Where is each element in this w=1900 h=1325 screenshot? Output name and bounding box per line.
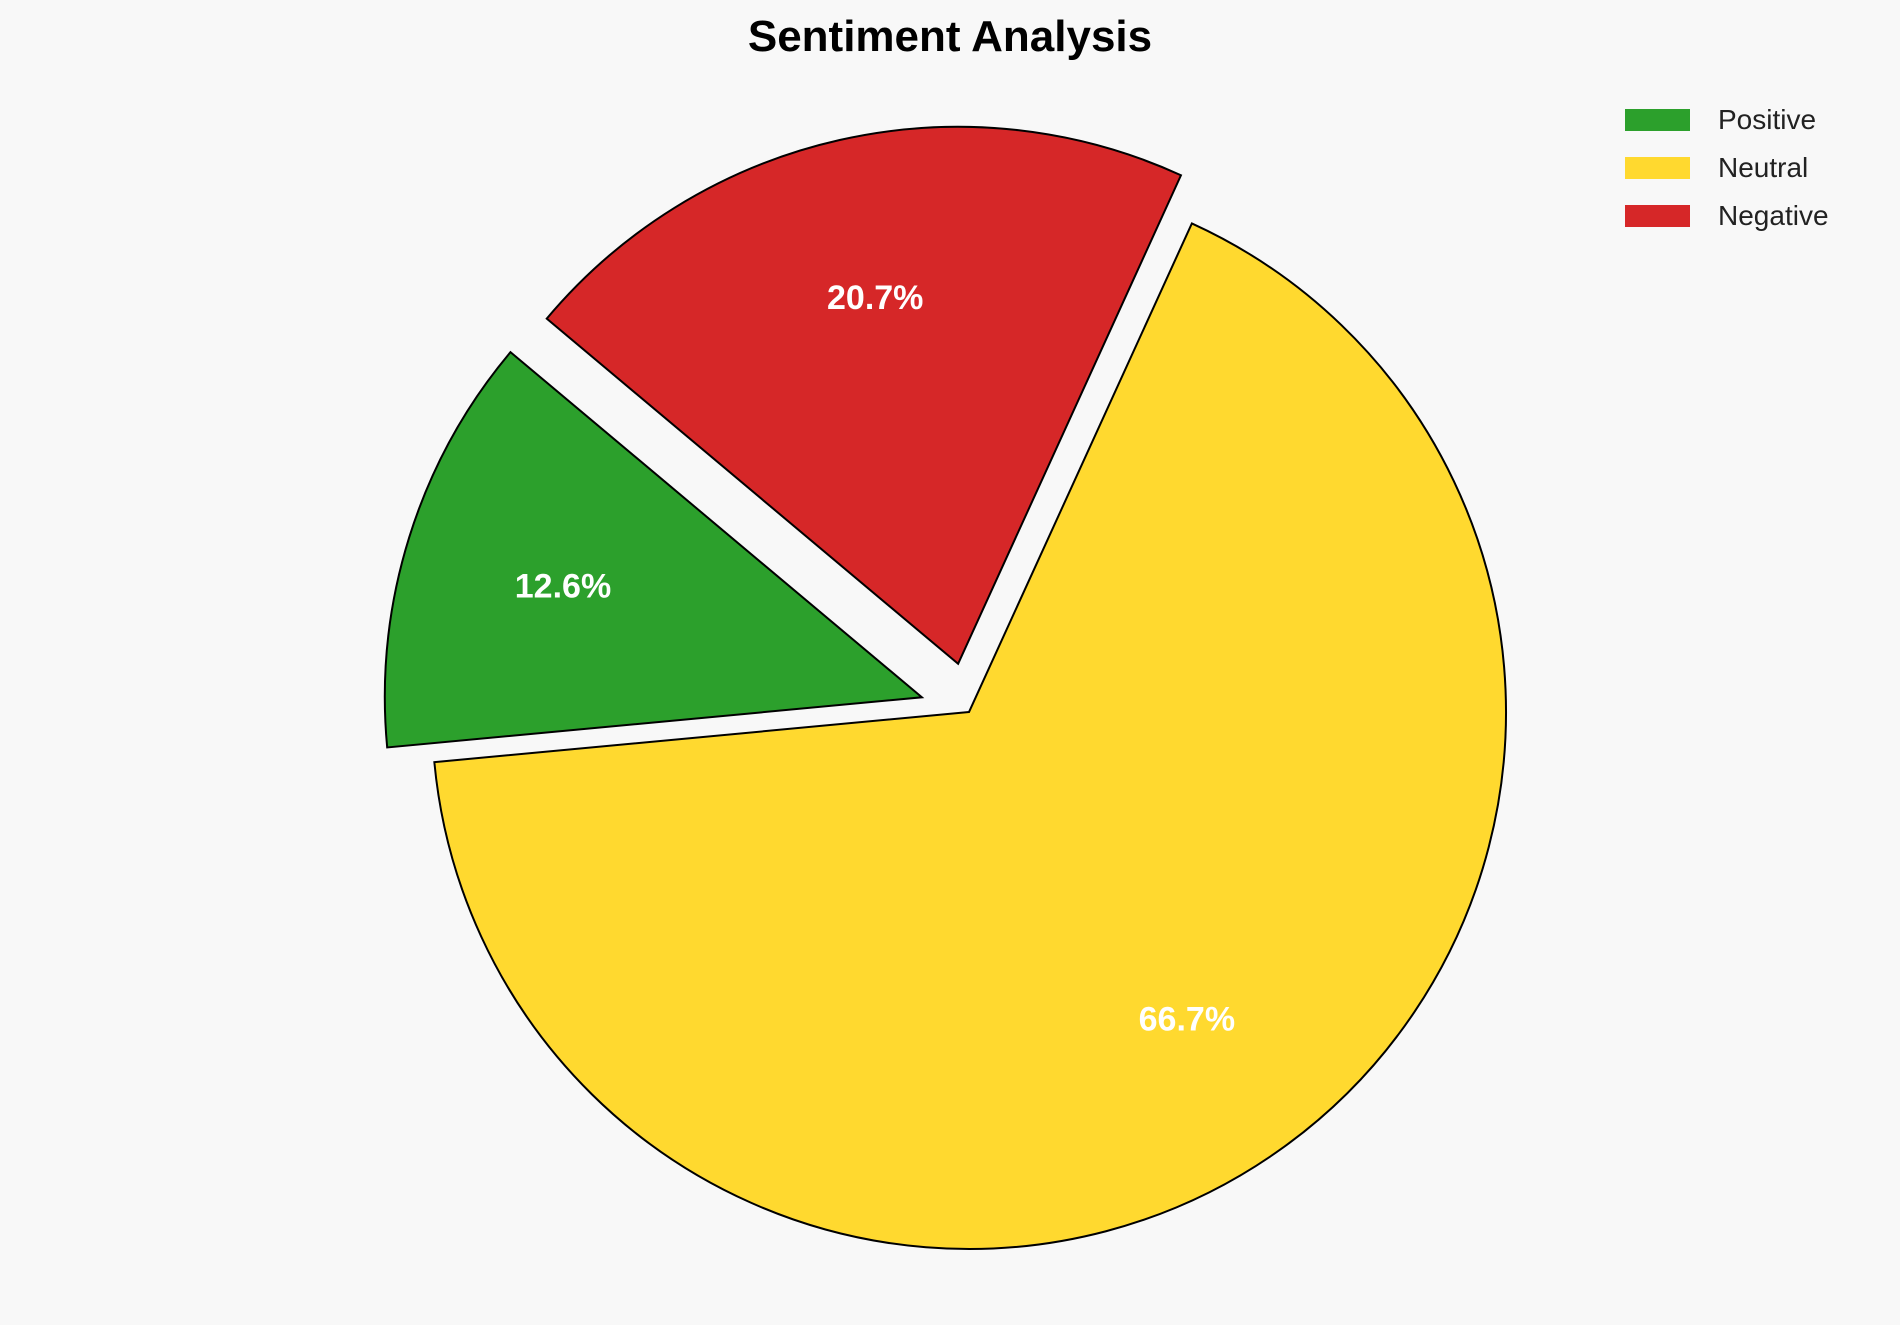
pie-slice-positive	[383, 350, 925, 749]
legend-label: Positive	[1718, 104, 1817, 135]
legend: Positive Neutral Negative	[1625, 96, 1829, 240]
legend-item-positive: Positive	[1625, 96, 1829, 144]
pct-label-positive: 12.6%	[515, 567, 611, 605]
legend-swatch	[1625, 205, 1690, 227]
pie-slice-negative	[545, 125, 1183, 666]
pct-label-negative: 20.7%	[827, 279, 923, 317]
legend-label: Negative	[1718, 200, 1829, 231]
chart-title: Sentiment Analysis	[747, 12, 1153, 61]
legend-item-neutral: Neutral	[1625, 144, 1829, 192]
pie-slice-neutral	[433, 222, 1507, 1250]
legend-label: Neutral	[1718, 152, 1809, 183]
legend-swatch	[1625, 157, 1690, 179]
pct-label-neutral: 66.7%	[1139, 1000, 1235, 1038]
legend-item-negative: Negative	[1625, 192, 1829, 240]
legend-swatch	[1625, 109, 1690, 131]
